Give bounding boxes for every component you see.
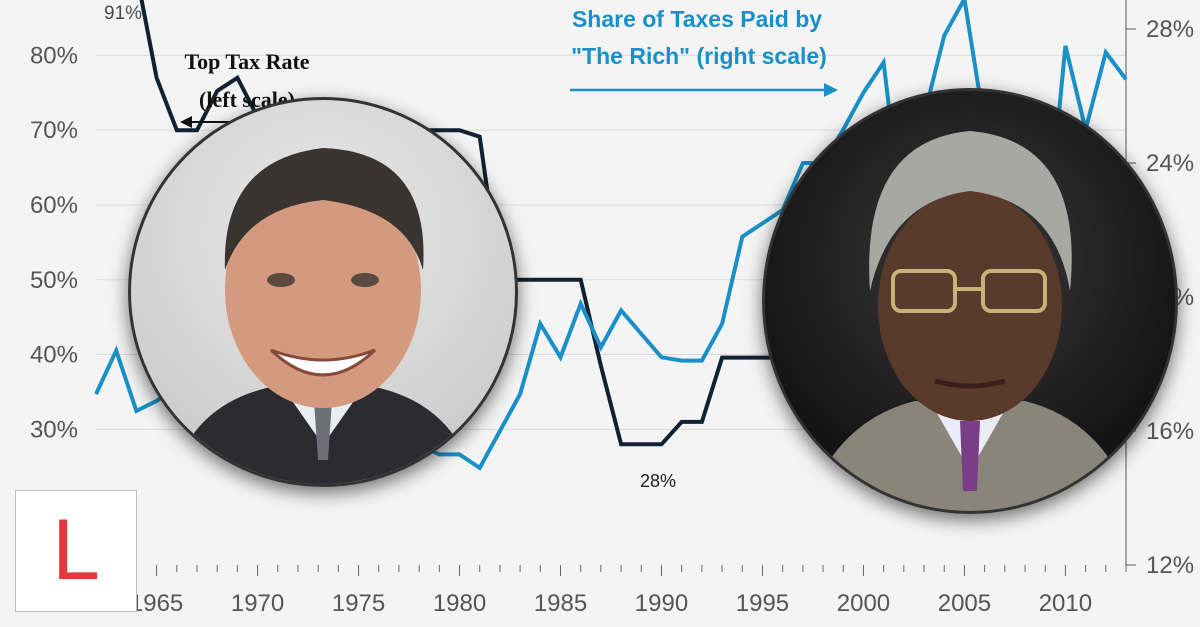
left-y-tick-label: 30% bbox=[30, 416, 78, 443]
brand-logo: L bbox=[15, 490, 137, 612]
left-y-tick-label: 50% bbox=[30, 267, 78, 294]
right-y-tick-label: 24% bbox=[1146, 150, 1194, 177]
share-label: Share of Taxes Paid by bbox=[572, 6, 822, 32]
x-tick-label: 1970 bbox=[231, 590, 284, 617]
logo-letter-icon: L bbox=[52, 502, 100, 598]
portrait-photo-right bbox=[762, 88, 1178, 514]
low-value-label: 28% bbox=[640, 471, 676, 491]
x-tick-label: 1990 bbox=[635, 590, 688, 617]
portrait-photo-left bbox=[128, 97, 518, 487]
x-tick-label: 2000 bbox=[837, 590, 890, 617]
right-y-tick-label: 28% bbox=[1146, 16, 1194, 43]
share-annotation: Share of Taxes Paid by "The Rich" (right… bbox=[570, 6, 838, 97]
left-y-tick-label: 40% bbox=[30, 342, 78, 369]
x-tick-label: 1980 bbox=[433, 590, 486, 617]
x-tick-label: 1965 bbox=[130, 590, 183, 617]
left-y-axis: 90%80%70%60%50%40%30% bbox=[30, 42, 78, 443]
x-tick-label: 2005 bbox=[938, 590, 991, 617]
left-y-tick-label: 60% bbox=[30, 192, 78, 219]
left-y-tick-label: 70% bbox=[30, 117, 78, 144]
top-rate-label: Top Tax Rate bbox=[184, 49, 309, 74]
top-rate-annotation: Top Tax Rate (left scale) bbox=[180, 49, 310, 128]
x-tick-label: 1975 bbox=[332, 590, 385, 617]
right-y-tick-label: 16% bbox=[1146, 418, 1194, 445]
top-rate-arrow-head bbox=[180, 116, 192, 128]
left-y-tick-label: 80% bbox=[30, 42, 78, 69]
right-y-tick-label: 12% bbox=[1146, 552, 1194, 579]
peak-value-label: 91% bbox=[104, 3, 142, 24]
share-arrow-head bbox=[824, 83, 838, 97]
share-scale-label: "The Rich" (right scale) bbox=[571, 43, 827, 69]
x-tick-label: 1995 bbox=[736, 590, 789, 617]
x-tick-label: 1985 bbox=[534, 590, 587, 617]
x-tick-label: 2010 bbox=[1039, 590, 1092, 617]
logo-letter: L bbox=[52, 502, 100, 598]
x-axis: 1965 1970 1975 1980 1985 1990 1995 2000 2005 2010 bbox=[95, 565, 1127, 617]
